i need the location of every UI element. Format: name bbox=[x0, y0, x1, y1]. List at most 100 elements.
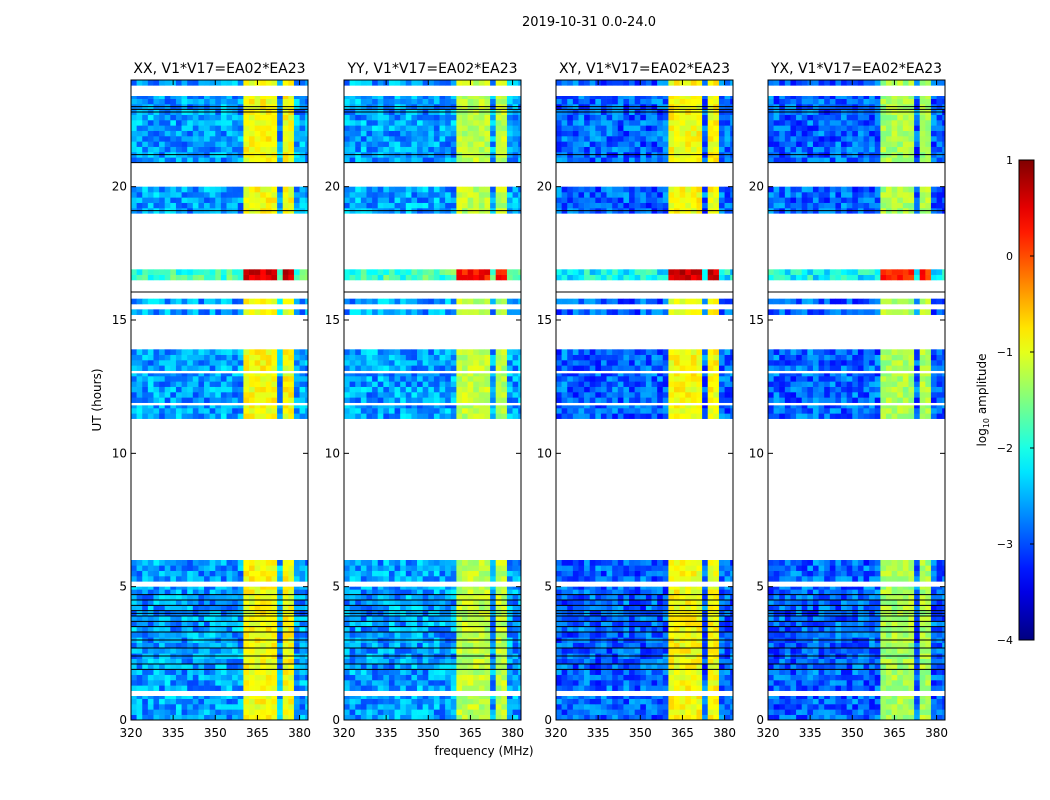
heatmap-cell bbox=[355, 674, 362, 681]
heatmap-cell bbox=[439, 186, 446, 193]
heatmap-cell bbox=[355, 648, 362, 654]
heatmap-cell bbox=[288, 704, 295, 710]
heatmap-cell bbox=[170, 269, 177, 275]
heatmap-cell bbox=[142, 365, 149, 371]
heatmap-cell bbox=[456, 413, 463, 419]
heatmap-cell bbox=[629, 704, 635, 710]
heatmap-cell bbox=[400, 589, 407, 595]
heatmap-cell bbox=[584, 685, 591, 691]
heatmap-cell bbox=[372, 621, 379, 627]
heatmap-cell bbox=[696, 698, 703, 705]
heatmap-cell bbox=[518, 664, 522, 670]
heatmap-cell bbox=[473, 685, 480, 691]
heatmap-cell bbox=[428, 130, 435, 137]
heatmap-cell bbox=[136, 146, 143, 153]
heatmap-cell bbox=[674, 685, 680, 691]
heatmap-cell bbox=[433, 202, 440, 209]
heatmap-cell bbox=[512, 202, 519, 209]
heatmap-cell bbox=[645, 685, 652, 691]
heatmap-cell bbox=[254, 621, 261, 627]
heatmap-cell bbox=[254, 600, 261, 606]
heatmap-cell bbox=[175, 413, 182, 419]
heatmap-cell bbox=[209, 632, 216, 638]
heatmap-cell bbox=[293, 589, 300, 595]
heatmap-cell bbox=[612, 709, 619, 715]
heatmap-cell bbox=[282, 589, 289, 595]
heatmap-cell bbox=[495, 349, 502, 355]
heatmap-cell bbox=[293, 360, 300, 366]
heatmap-cell bbox=[136, 674, 143, 681]
heatmap-cell bbox=[456, 130, 463, 137]
heatmap-cell bbox=[260, 709, 267, 715]
heatmap-cell bbox=[360, 565, 367, 571]
heatmap-cell bbox=[450, 354, 457, 361]
heatmap-cell bbox=[209, 365, 216, 371]
heatmap-cell bbox=[277, 621, 284, 627]
heatmap-cell bbox=[428, 616, 435, 622]
heatmap-cell bbox=[288, 386, 295, 393]
heatmap-cell bbox=[428, 626, 435, 633]
heatmap-cell bbox=[422, 680, 429, 686]
heatmap-cell bbox=[220, 125, 227, 131]
heatmap-cell bbox=[164, 696, 171, 699]
heatmap-cell bbox=[422, 157, 429, 163]
heatmap-cell bbox=[360, 600, 367, 606]
heatmap-cell bbox=[159, 298, 166, 305]
heatmap-cell bbox=[377, 605, 384, 611]
heatmap-cell bbox=[518, 392, 522, 398]
heatmap-cell bbox=[578, 696, 585, 699]
heatmap-cell bbox=[518, 616, 522, 622]
heatmap-cell bbox=[232, 373, 239, 377]
heatmap-cell bbox=[572, 698, 579, 705]
heatmap-cell bbox=[147, 664, 154, 670]
heatmap-cell bbox=[411, 96, 418, 99]
heatmap-cell bbox=[422, 397, 429, 403]
heatmap-cell bbox=[170, 141, 177, 147]
heatmap-cell bbox=[600, 669, 607, 675]
heatmap-cell bbox=[249, 685, 255, 691]
heatmap-cell bbox=[388, 605, 395, 611]
heatmap-cell bbox=[147, 197, 154, 203]
heatmap-cell bbox=[377, 680, 384, 686]
heatmap-cell bbox=[679, 616, 686, 622]
heatmap-cell bbox=[383, 621, 390, 627]
heatmap-cell bbox=[198, 632, 205, 638]
heatmap-cell bbox=[512, 586, 519, 590]
heatmap-cell bbox=[181, 632, 188, 638]
heatmap-cell bbox=[249, 365, 255, 371]
heatmap-cell bbox=[355, 696, 362, 699]
heatmap-cell bbox=[662, 642, 669, 649]
heatmap-cell bbox=[204, 626, 210, 633]
heatmap-cell bbox=[265, 146, 272, 153]
heatmap-cell bbox=[355, 381, 362, 387]
heatmap-cell bbox=[506, 576, 513, 582]
heatmap-cell bbox=[170, 120, 177, 126]
heatmap-cell bbox=[175, 685, 182, 691]
heatmap-cell bbox=[366, 157, 373, 163]
heatmap-cell bbox=[232, 96, 239, 99]
heatmap-cell bbox=[344, 360, 350, 366]
heatmap-cell bbox=[417, 605, 423, 611]
heatmap-cell bbox=[433, 120, 440, 126]
heatmap-cell bbox=[713, 698, 720, 705]
heatmap-cell bbox=[685, 594, 692, 601]
heatmap-cell bbox=[674, 648, 680, 654]
heatmap-cell bbox=[344, 365, 350, 371]
heatmap-cell bbox=[405, 125, 412, 131]
heatmap-cell bbox=[260, 698, 267, 705]
heatmap-cell bbox=[175, 365, 182, 371]
x-tick-label: 335 bbox=[375, 726, 398, 740]
heatmap-cell bbox=[556, 709, 562, 715]
heatmap-cell bbox=[484, 680, 491, 686]
heatmap-cell bbox=[226, 130, 233, 137]
heatmap-cell bbox=[215, 674, 222, 681]
heatmap-cell bbox=[506, 360, 513, 366]
heatmap-cell bbox=[131, 594, 137, 601]
heatmap-cell bbox=[456, 594, 463, 601]
heatmap-cell bbox=[383, 565, 390, 571]
heatmap-cell bbox=[411, 696, 418, 699]
heatmap-cell bbox=[277, 669, 284, 675]
heatmap-cell bbox=[473, 141, 480, 147]
heatmap-cell bbox=[640, 616, 647, 622]
heatmap-cell bbox=[305, 621, 309, 627]
